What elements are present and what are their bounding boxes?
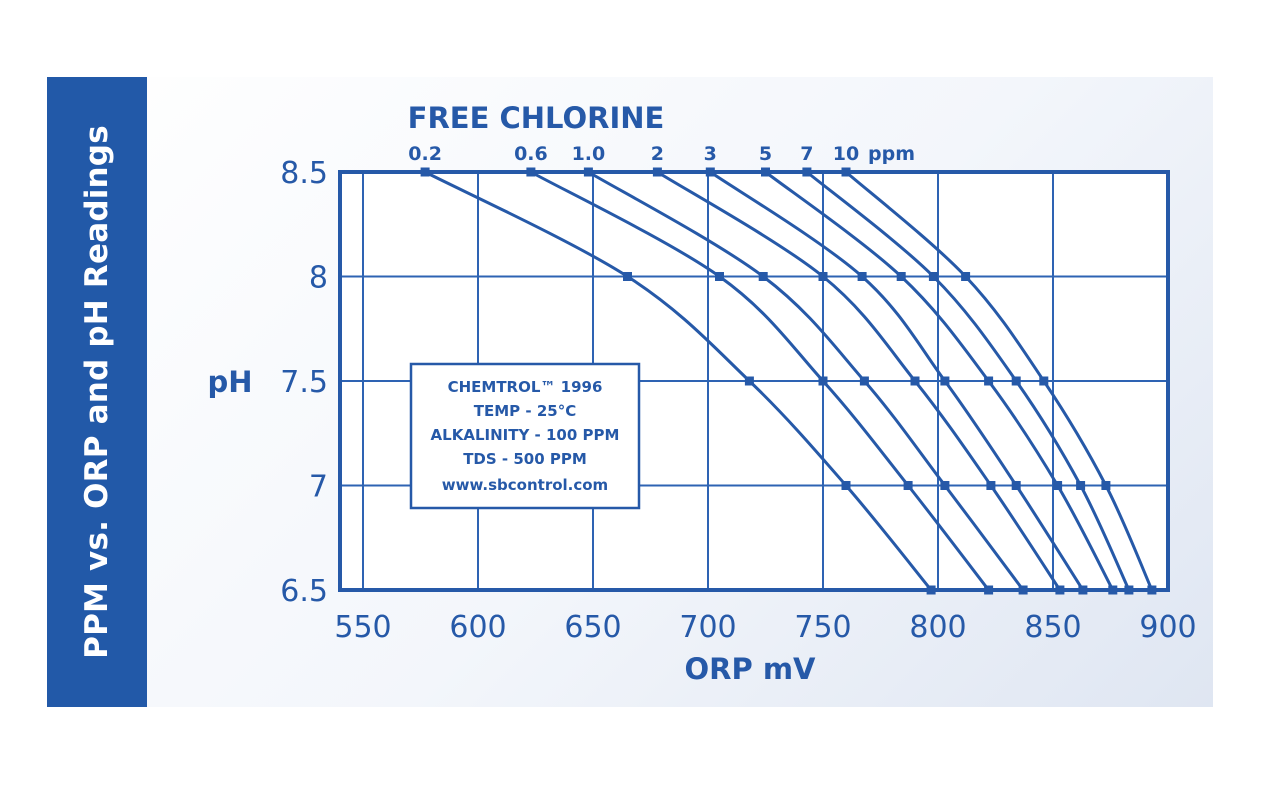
y-tick-label: 6.5: [280, 574, 328, 609]
data-point: [961, 272, 971, 281]
side-band: [47, 77, 147, 707]
data-point: [940, 481, 950, 490]
data-point: [984, 585, 994, 595]
data-point: [986, 481, 996, 490]
data-point: [744, 376, 754, 386]
y-axis-label: pH: [207, 365, 252, 399]
data-point: [1147, 585, 1157, 595]
data-point: [1101, 481, 1111, 490]
data-point: [1039, 376, 1049, 386]
data-point: [818, 376, 828, 386]
data-point: [623, 272, 632, 281]
data-point: [859, 376, 869, 386]
y-tick-label: 8: [309, 261, 328, 296]
data-point: [1055, 585, 1065, 595]
data-point: [758, 272, 768, 281]
data-point: [583, 167, 593, 177]
data-point: [715, 272, 724, 281]
series-label: 2: [651, 143, 664, 165]
info-line: ALKALINITY - 100 PPM: [431, 426, 620, 444]
series-label: 10: [833, 143, 859, 165]
info-line: www.sbcontrol.com: [442, 476, 608, 494]
data-point: [420, 167, 430, 177]
series-label: 1.0: [572, 143, 606, 165]
plot-frame: [338, 170, 1170, 592]
data-point: [984, 376, 994, 386]
data-point: [910, 376, 920, 386]
data-point: [1078, 585, 1088, 595]
x-tick-label: 850: [1024, 610, 1081, 645]
x-tick-label: 900: [1139, 610, 1196, 645]
x-tick-label: 650: [564, 610, 621, 645]
chart-title: FREE CHLORINE: [408, 101, 665, 135]
series-labels: 0.2 0.6 1.0 2 3 5 7 10: [408, 143, 859, 165]
info-box: CHEMTROL™ 1996 TEMP - 25°C ALKALINITY - …: [409, 362, 641, 510]
series-label: 3: [704, 143, 717, 165]
series-label: 0.2: [408, 143, 442, 165]
series-label: 7: [800, 143, 813, 165]
data-point: [526, 167, 536, 177]
data-point: [841, 481, 851, 490]
y-tick-label: 8.5: [280, 156, 328, 191]
data-point: [896, 272, 906, 281]
curves: [420, 167, 1157, 595]
data-point: [705, 167, 715, 177]
data-point: [1011, 481, 1021, 490]
data-point: [802, 167, 812, 177]
data-point: [940, 376, 950, 386]
data-point: [818, 272, 828, 281]
y-tick-label: 7.5: [280, 365, 328, 400]
data-point: [1108, 585, 1118, 595]
data-point: [857, 272, 867, 281]
data-point: [761, 167, 770, 177]
data-point: [928, 272, 938, 281]
data-point: [652, 167, 662, 177]
x-tick-labels: 550 600 650 700 750 800 850 900: [334, 610, 1196, 645]
data-point: [926, 585, 936, 595]
info-line: TEMP - 25°C: [474, 402, 576, 420]
series-label: 5: [759, 143, 772, 165]
x-tick-label: 700: [679, 610, 736, 645]
series-line-0.2: [424, 170, 933, 591]
y-tick-labels: 8.5 8 7.5 7 6.5: [280, 156, 328, 609]
x-tick-label: 550: [334, 610, 391, 645]
x-tick-label: 800: [909, 610, 966, 645]
ppm-unit-label: ppm: [868, 143, 915, 165]
data-point: [1011, 376, 1021, 386]
x-tick-label: 600: [449, 610, 506, 645]
y-tick-label: 7: [309, 470, 328, 505]
data-point: [1053, 481, 1063, 490]
x-tick-label: 750: [794, 610, 851, 645]
info-line: CHEMTROL™ 1996: [448, 378, 603, 396]
data-point: [1018, 585, 1028, 595]
data-point: [1076, 481, 1086, 490]
series-line-0.6: [530, 170, 990, 591]
info-line: TDS - 500 PPM: [463, 450, 587, 468]
x-axis-label: ORP mV: [685, 652, 817, 686]
data-point: [841, 167, 851, 177]
data-point: [903, 481, 913, 490]
data-point: [1124, 585, 1134, 595]
series-label: 0.6: [514, 143, 548, 165]
series-line-1.0: [587, 170, 1025, 591]
info-box-frame: [409, 362, 641, 510]
